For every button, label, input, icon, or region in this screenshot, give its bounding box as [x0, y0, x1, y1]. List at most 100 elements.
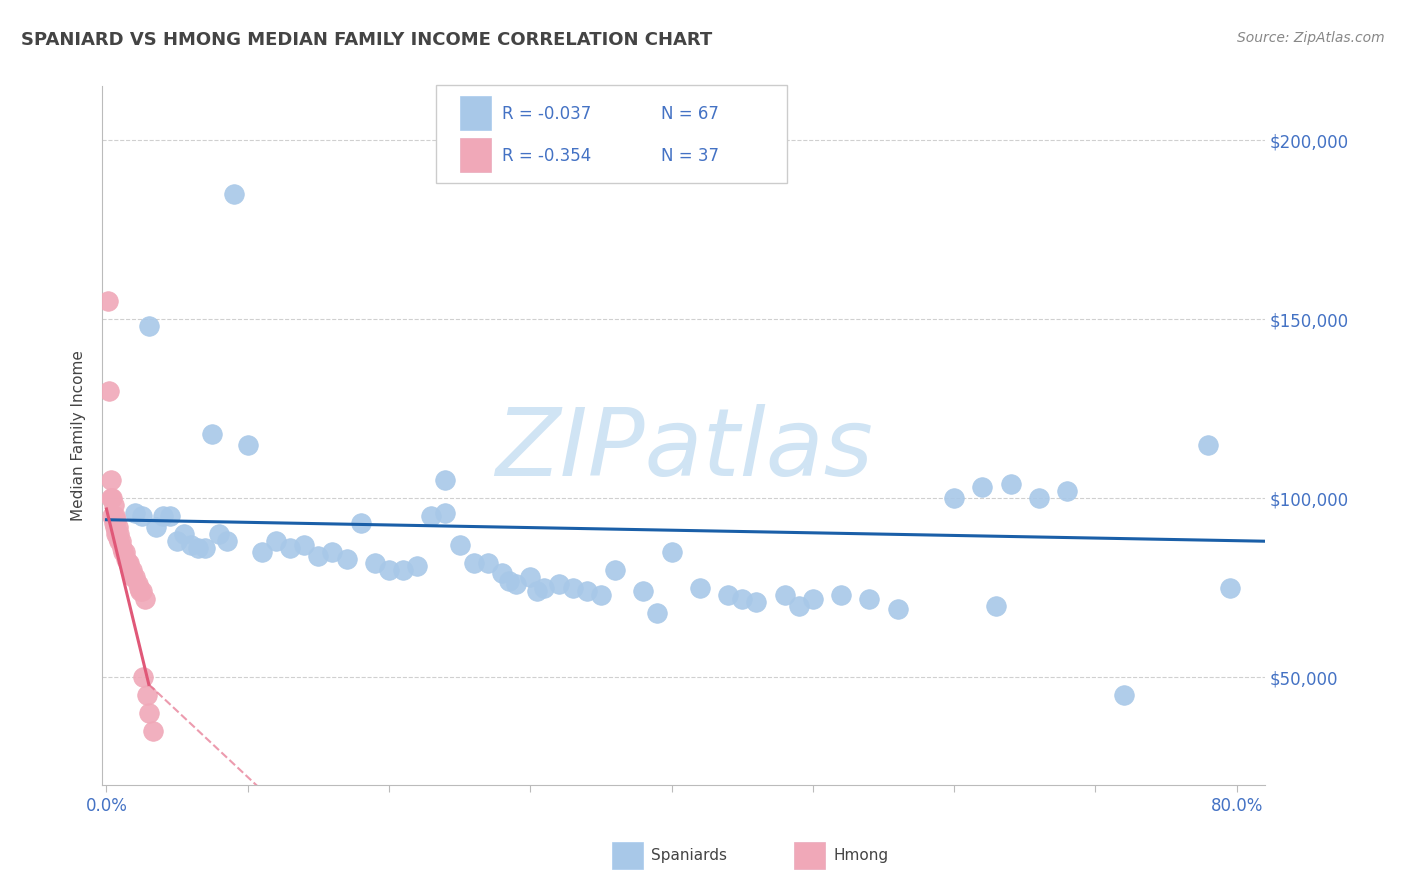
Point: [100, 491, 122, 506]
Point: [112, 545, 135, 559]
Point: [124, 570, 146, 584]
Point: [731, 591, 754, 606]
Point: [138, 319, 160, 334]
Point: [131, 584, 153, 599]
Point: [1000, 476, 1022, 491]
Point: [392, 563, 415, 577]
Point: [434, 473, 457, 487]
Text: SPANIARD VS HMONG MEDIAN FAMILY INCOME CORRELATION CHART: SPANIARD VS HMONG MEDIAN FAMILY INCOME C…: [21, 31, 713, 49]
Point: [689, 581, 711, 595]
Point: [111, 541, 134, 556]
Text: N = 37: N = 37: [661, 147, 718, 165]
Point: [152, 509, 174, 524]
Point: [131, 509, 153, 524]
Point: [943, 491, 966, 506]
Point: [187, 541, 209, 556]
Point: [519, 570, 541, 584]
Point: [264, 534, 287, 549]
Point: [173, 527, 195, 541]
Point: [463, 556, 485, 570]
Point: [105, 513, 128, 527]
Point: [336, 552, 359, 566]
Point: [104, 509, 127, 524]
Point: [108, 534, 131, 549]
Point: [129, 584, 152, 599]
Point: [526, 584, 548, 599]
Point: [108, 527, 131, 541]
Text: N = 67: N = 67: [661, 105, 718, 123]
Point: [114, 545, 136, 559]
Point: [124, 506, 146, 520]
Text: ZIPatlas: ZIPatlas: [495, 404, 873, 495]
Point: [222, 186, 245, 201]
Point: [98, 384, 121, 398]
Point: [773, 588, 796, 602]
Point: [127, 577, 149, 591]
Text: Hmong: Hmong: [834, 848, 889, 863]
Point: [533, 581, 555, 595]
Text: Source: ZipAtlas.com: Source: ZipAtlas.com: [1237, 31, 1385, 45]
Point: [128, 581, 150, 595]
Point: [1197, 437, 1219, 451]
Point: [97, 294, 120, 309]
Point: [801, 591, 824, 606]
Point: [449, 538, 471, 552]
Point: [575, 584, 598, 599]
Point: [1028, 491, 1050, 506]
Point: [101, 491, 124, 506]
Point: [105, 524, 128, 538]
Point: [858, 591, 880, 606]
Point: [122, 570, 145, 584]
Point: [107, 520, 129, 534]
Point: [115, 552, 138, 566]
Point: [477, 556, 499, 570]
Point: [787, 599, 810, 613]
Point: [1056, 484, 1078, 499]
Point: [104, 520, 127, 534]
Point: [378, 563, 401, 577]
Point: [986, 599, 1008, 613]
Point: [103, 499, 125, 513]
Point: [250, 545, 273, 559]
Text: R = -0.354: R = -0.354: [502, 147, 591, 165]
Point: [194, 541, 217, 556]
Point: [117, 556, 139, 570]
Point: [420, 509, 443, 524]
Point: [201, 426, 224, 441]
Point: [132, 670, 155, 684]
Point: [136, 688, 159, 702]
Point: [142, 724, 165, 739]
Point: [105, 527, 128, 541]
Point: [886, 602, 908, 616]
Point: [103, 516, 125, 531]
Point: [307, 549, 329, 563]
Point: [406, 559, 429, 574]
Point: [236, 437, 259, 451]
Point: [215, 534, 238, 549]
Point: [159, 509, 181, 524]
Point: [145, 520, 167, 534]
Y-axis label: Median Family Income: Median Family Income: [72, 351, 86, 521]
Point: [350, 516, 373, 531]
Point: [1112, 688, 1135, 702]
Point: [292, 538, 315, 552]
Point: [505, 577, 527, 591]
Point: [830, 588, 852, 602]
Point: [118, 556, 141, 570]
Point: [491, 566, 513, 581]
Point: [166, 534, 188, 549]
Point: [745, 595, 768, 609]
Text: R = -0.037: R = -0.037: [502, 105, 591, 123]
Point: [661, 545, 683, 559]
Point: [589, 588, 612, 602]
Point: [100, 473, 122, 487]
Point: [134, 591, 156, 606]
Point: [208, 527, 231, 541]
Point: [321, 545, 343, 559]
Point: [498, 574, 520, 588]
Point: [717, 588, 740, 602]
Point: [547, 577, 569, 591]
Point: [647, 606, 669, 620]
Point: [180, 538, 202, 552]
Point: [101, 509, 124, 524]
